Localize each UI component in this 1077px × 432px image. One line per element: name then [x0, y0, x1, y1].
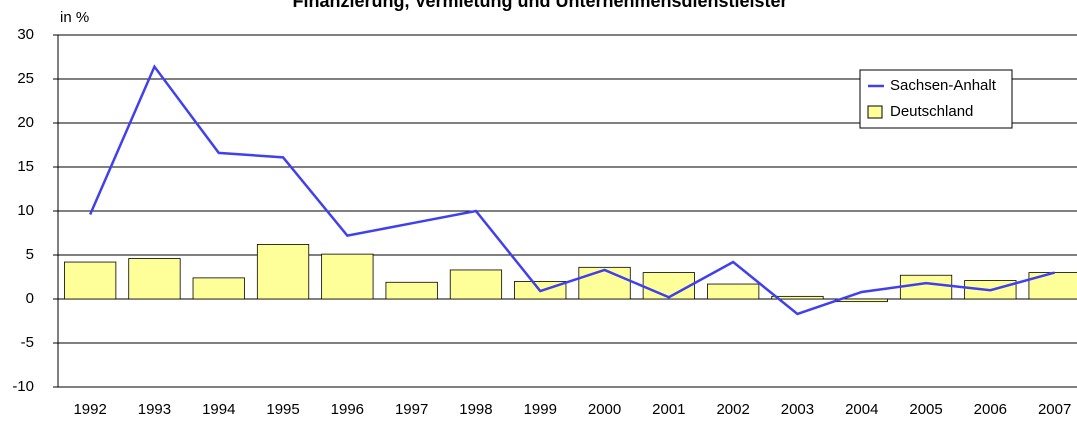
- bar: [449, 269, 503, 300]
- bar: [321, 253, 374, 300]
- x-tick-label: 1992: [73, 401, 106, 418]
- bar: [192, 277, 245, 300]
- bar: [256, 244, 310, 300]
- legend-box: [859, 69, 1013, 129]
- x-tick-label: 1994: [202, 401, 235, 418]
- bar: [707, 283, 760, 300]
- x-tick-label: 2005: [909, 401, 942, 418]
- y-tick-label: 0: [26, 290, 34, 307]
- bar: [899, 274, 953, 300]
- x-tick-label: 2006: [974, 401, 1007, 418]
- y-tick-label: 30: [17, 26, 34, 43]
- x-tick-label: 1998: [459, 401, 492, 418]
- legend-swatch: [867, 105, 883, 119]
- x-tick-label: 1999: [524, 401, 557, 418]
- bar: [771, 295, 824, 300]
- y-tick-label: -5: [21, 334, 34, 351]
- x-tick-label: 1997: [395, 401, 428, 418]
- bar: [578, 266, 631, 300]
- y-tick-label: -10: [12, 378, 34, 395]
- x-tick-label: 2002: [716, 401, 749, 418]
- bar: [642, 272, 695, 300]
- x-tick-label: 2000: [588, 401, 621, 418]
- x-tick-label: 2001: [652, 401, 685, 418]
- legend-label: Deutschland: [890, 103, 973, 120]
- bar: [385, 281, 438, 300]
- chart-title: Finanzierung, Vermietung und Unternehmen…: [292, 0, 787, 11]
- y-axis-label: in %: [60, 9, 89, 26]
- bar: [128, 258, 181, 300]
- bar: [64, 261, 117, 300]
- y-tick-label: 25: [17, 70, 34, 87]
- x-tick-label: 2004: [845, 401, 878, 418]
- x-tick-label: 2003: [781, 401, 814, 418]
- x-tick-label: 1993: [138, 401, 171, 418]
- x-tick-label: 2007: [1038, 401, 1071, 418]
- y-tick-label: 20: [17, 114, 34, 131]
- legend: Sachsen-Anhalt Deutschland: [859, 69, 1013, 129]
- y-tick-label: 5: [26, 246, 34, 263]
- y-tick-label: 15: [17, 158, 34, 175]
- line: [89, 64, 1055, 316]
- y-tick-label: 10: [17, 202, 34, 219]
- x-tick-label: 1995: [266, 401, 299, 418]
- legend-label: Sachsen-Anhalt: [890, 77, 997, 94]
- x-tick-label: 1996: [331, 401, 364, 418]
